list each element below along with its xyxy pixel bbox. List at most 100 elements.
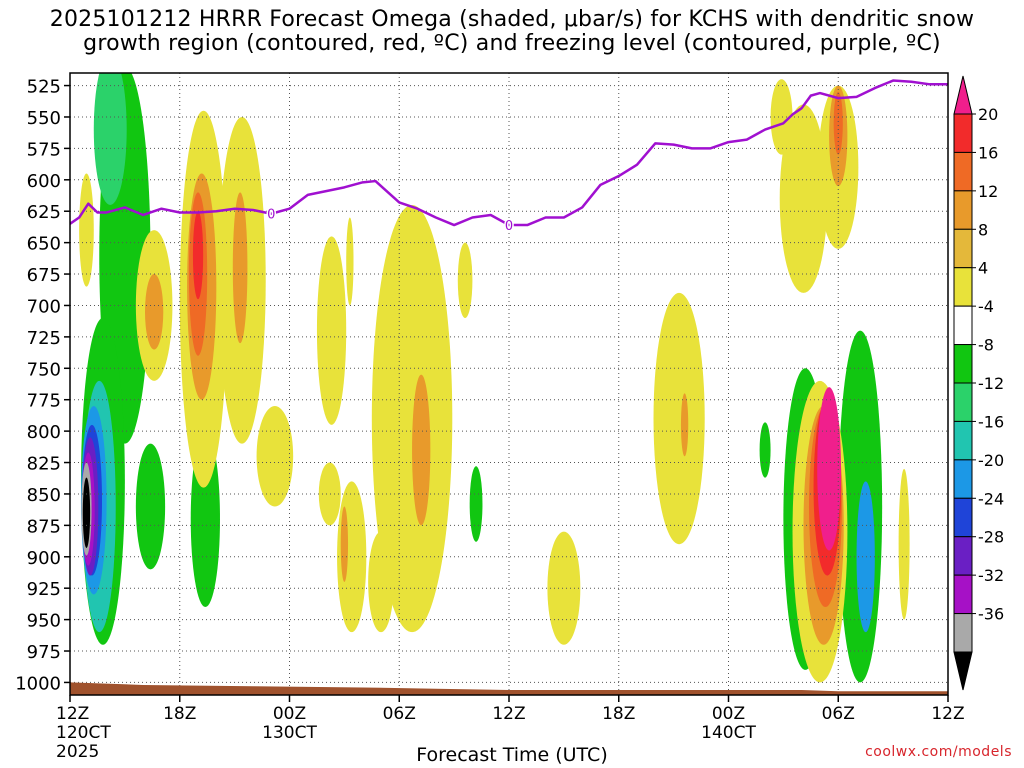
colorbar-label: 16 — [978, 143, 998, 162]
site-credit: coolwx.com/models — [865, 744, 1012, 760]
y-tick-label: 775 — [27, 391, 61, 412]
chart-title-line-1: 2025101212 HRRR Forecast Omega (shaded, … — [49, 7, 975, 32]
colorbar-bin — [953, 305, 973, 346]
x-tick-label: 00Z — [273, 704, 306, 724]
colorbar-bin — [953, 613, 973, 653]
omega-region — [653, 292, 705, 545]
colorbar-bin — [953, 267, 973, 307]
omega-region — [340, 506, 349, 582]
x-tick-label: 12Z — [492, 704, 525, 724]
colorbar-label: 8 — [978, 220, 988, 239]
colorbar-bin — [953, 497, 973, 538]
freezing-level-label: 0 — [505, 219, 513, 234]
colorbar-label: -20 — [978, 451, 1004, 470]
y-tick-label: 600 — [27, 171, 61, 192]
freezing-level-line — [70, 79, 948, 227]
colorbar-bin — [953, 151, 973, 192]
x-tick-label: 00Z — [712, 704, 745, 724]
colorbar-bin — [953, 228, 973, 269]
colorbar-bin — [953, 420, 973, 461]
omega-shading — [79, 73, 910, 683]
x-tick-label: 2025 — [56, 742, 99, 762]
omega-region — [412, 374, 431, 526]
y-tick-label: 950 — [27, 611, 61, 632]
omega-region — [79, 173, 94, 287]
y-tick-label: 975 — [27, 642, 61, 663]
omega-region — [770, 79, 793, 155]
omega-region — [232, 192, 248, 344]
x-tick-label: 120CT — [56, 723, 111, 743]
y-tick-label: 925 — [27, 579, 61, 600]
x-tick-label: 130CT — [262, 723, 317, 743]
x-tick-label: 06Z — [383, 704, 416, 724]
y-tick-label: 625 — [27, 202, 61, 223]
omega-region — [469, 466, 483, 542]
colorbar-top-arrow — [953, 75, 973, 115]
omega-region — [316, 236, 347, 425]
terrain-fill — [70, 682, 948, 695]
y-tick-label: 700 — [27, 296, 61, 317]
omega-region — [318, 462, 341, 526]
y-tick-label: 825 — [27, 454, 61, 475]
y-tick-label: 750 — [27, 359, 61, 380]
omega-region — [371, 204, 453, 633]
colorbar-label: -28 — [978, 528, 1004, 547]
colorbar-label: -16 — [978, 412, 1004, 431]
x-tick-label: 18Z — [602, 704, 635, 724]
x-tick-label: 18Z — [163, 704, 196, 724]
omega-region — [93, 73, 127, 205]
omega-region — [779, 104, 828, 293]
colorbar-bin — [953, 190, 973, 230]
omega-region — [144, 274, 164, 350]
colorbar-label: 20 — [978, 105, 998, 124]
y-tick-label: 550 — [27, 108, 61, 129]
omega-region — [192, 211, 204, 300]
colorbar-label: -12 — [978, 374, 1004, 393]
omega-region — [856, 481, 875, 633]
omega-region — [898, 468, 910, 620]
colorbar-bottom-arrow — [953, 651, 973, 691]
omega-region — [833, 91, 843, 155]
colorbar-label: 4 — [978, 259, 988, 278]
omega-region — [680, 393, 689, 457]
y-tick-label: 900 — [27, 548, 61, 569]
colorbar: 20 16 12 8 4 -4 -8 -12 -16 -20 -24 -28 -32 -36 — [953, 75, 1004, 691]
colorbar-label: -36 — [978, 605, 1004, 624]
colorbar-label: -24 — [978, 489, 1004, 508]
omega-region — [135, 443, 166, 570]
x-tick-label: 12Z — [56, 704, 89, 724]
omega-region — [346, 217, 354, 306]
colorbar-label: 12 — [978, 182, 998, 201]
omega-region — [82, 477, 91, 548]
omega-region — [817, 387, 841, 551]
x-tick-label: 140CT — [701, 723, 756, 743]
y-tick-label: 875 — [27, 516, 61, 537]
chart-title: 2025101212 HRRR Forecast Omega (shaded, … — [0, 8, 1024, 56]
y-tick-label: 850 — [27, 485, 61, 506]
terrain-surface — [70, 682, 948, 695]
colorbar-bin — [953, 536, 973, 576]
colorbar-bin — [953, 574, 973, 615]
y-tick-label: 800 — [27, 422, 61, 443]
freezing-level-contour: 00 — [70, 79, 948, 236]
x-tick-label: 12Z — [931, 704, 964, 724]
omega-region — [368, 531, 394, 633]
colorbar-label: -32 — [978, 566, 1004, 585]
colorbar-bin — [953, 344, 973, 384]
colorbar-bin — [953, 459, 973, 499]
y-tick-label: 675 — [27, 265, 61, 286]
chart-title-line-2: growth region (contoured, red, ºC) and f… — [83, 31, 941, 56]
omega-region — [759, 422, 771, 478]
colorbar-bin — [953, 382, 973, 422]
colorbar-bin — [953, 113, 973, 153]
y-tick-label: 650 — [27, 234, 61, 255]
colorbar-label: -4 — [978, 297, 994, 316]
x-tick-label: 06Z — [822, 704, 855, 724]
omega-region — [457, 242, 473, 319]
omega-region — [547, 531, 581, 645]
y-axis-ticks: 525 550 575 600 625 650 675 700 725 750 775 800 825 8… — [15, 77, 70, 694]
x-axis-label: Forecast Time (UTC) — [416, 744, 608, 766]
y-tick-label: 525 — [27, 77, 61, 98]
